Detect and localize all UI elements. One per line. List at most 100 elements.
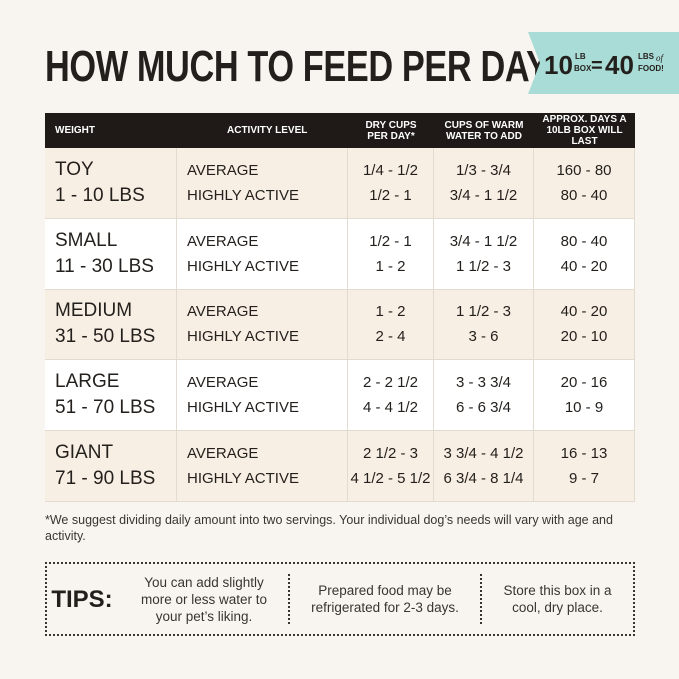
days-last: 10 - 9 xyxy=(564,399,604,417)
weight-range: 11 - 30 LBS xyxy=(55,255,154,277)
divider xyxy=(480,574,482,624)
days-last-cell: 16 - 13 9 - 7 xyxy=(534,431,635,502)
water-cups-cell: 1 1/2 - 3 3 - 6 xyxy=(434,289,534,361)
activity-level: HIGHLY ACTIVE xyxy=(187,399,299,417)
title: HOW MUCH TO FEED PER DAY xyxy=(45,42,549,91)
water-cups: 3 - 3 3/4 xyxy=(455,374,512,392)
food-unit: LBS xyxy=(638,52,655,61)
box-unit: LB xyxy=(575,52,586,61)
days-last-cell: 160 - 80 80 - 40 xyxy=(534,148,635,219)
tip-text: Prepared food may be refrigerated for 2-… xyxy=(311,583,459,615)
badge: 10 LB BOX = 40 LBS of FOOD! xyxy=(528,32,679,94)
divider xyxy=(288,574,290,624)
header-cell: WEIGHT xyxy=(45,113,177,148)
activity-level: HIGHLY ACTIVE xyxy=(187,186,299,204)
footnote: *We suggest dividing daily amount into t… xyxy=(45,513,613,543)
size-name: MEDIUM xyxy=(55,300,133,322)
days-last-cell: 40 - 20 20 - 10 xyxy=(534,289,635,361)
dry-cups-cell: 2 - 2 1/2 4 - 4 1/2 xyxy=(348,360,434,432)
days-last: 20 - 16 xyxy=(560,374,608,392)
dry-cups-cell: 1 - 2 2 - 4 xyxy=(348,289,434,361)
water-cups: 3 - 6 xyxy=(468,328,499,346)
food-unit: FOOD! xyxy=(638,64,664,73)
activity-level-cell: AVERAGE HIGHLY ACTIVE xyxy=(177,289,348,361)
weight-cell: MEDIUM 31 - 50 LBS xyxy=(45,289,177,361)
days-last: 80 - 40 xyxy=(560,232,608,250)
dry-cups-cell: 2 1/2 - 3 4 1/2 - 5 1/2 xyxy=(348,431,434,502)
dry-cups: 1 - 2 xyxy=(375,257,406,275)
activity-level: HIGHLY ACTIVE xyxy=(187,470,299,488)
dry-cups: 1 - 2 xyxy=(375,303,406,321)
activity-level-cell: AVERAGE HIGHLY ACTIVE xyxy=(177,360,348,432)
header-cell: CUPS OF WARM WATER TO ADD xyxy=(434,113,534,148)
badge-shape xyxy=(528,32,679,94)
tips-box: TIPS: You can add slightly more or less … xyxy=(45,562,635,636)
dry-cups: 2 - 4 xyxy=(375,328,406,346)
equals: = xyxy=(591,55,603,77)
weight-range: 71 - 90 LBS xyxy=(55,468,156,490)
dry-cups: 2 1/2 - 3 xyxy=(362,445,419,463)
header-cell: ACTIVITY LEVEL xyxy=(177,113,348,148)
tip-text: You can add slightly more or less water … xyxy=(140,574,268,624)
dry-cups-cell: 1/4 - 1/2 1/2 - 1 xyxy=(348,148,434,219)
activity-level: AVERAGE xyxy=(187,303,259,321)
activity-level: AVERAGE xyxy=(187,161,259,179)
days-last: 9 - 7 xyxy=(568,470,599,488)
days-last: 16 - 13 xyxy=(560,445,608,463)
weight-range: 51 - 70 LBS xyxy=(55,397,156,419)
dry-cups: 1/2 - 1 xyxy=(369,186,412,204)
weight-range: 1 - 10 LBS xyxy=(55,184,145,206)
activity-level: AVERAGE xyxy=(187,445,259,463)
days-last: 80 - 40 xyxy=(560,186,608,204)
weight-cell: LARGE 51 - 70 LBS xyxy=(45,360,177,432)
water-cups: 1 1/2 - 3 xyxy=(455,257,512,275)
days-last: 40 - 20 xyxy=(560,303,608,321)
days-last-cell: 20 - 16 10 - 9 xyxy=(534,360,635,432)
days-last-cell: 80 - 40 40 - 20 xyxy=(534,218,635,290)
days-last: 40 - 20 xyxy=(560,257,608,275)
size-name: TOY xyxy=(55,158,94,180)
dry-cups-cell: 1/2 - 1 1 - 2 xyxy=(348,218,434,290)
activity-level: AVERAGE xyxy=(187,374,259,392)
activity-level: HIGHLY ACTIVE xyxy=(187,328,299,346)
water-cups: 3/4 - 1 1/2 xyxy=(449,232,518,250)
food-unit: of xyxy=(656,53,665,63)
dry-cups: 1/2 - 1 xyxy=(369,232,412,250)
size-name: SMALL xyxy=(55,229,118,251)
weight-cell: GIANT 71 - 90 LBS xyxy=(45,431,177,502)
size-name: LARGE xyxy=(55,371,120,393)
dry-cups: 4 1/2 - 5 1/2 xyxy=(350,470,431,488)
food-amount: 40 xyxy=(605,50,634,80)
activity-level-cell: AVERAGE HIGHLY ACTIVE xyxy=(177,218,348,290)
box-unit: BOX xyxy=(574,64,592,73)
water-cups: 1 1/2 - 3 xyxy=(455,303,512,321)
activity-level-cell: AVERAGE HIGHLY ACTIVE xyxy=(177,148,348,219)
weight-range: 31 - 50 LBS xyxy=(55,326,156,348)
water-cups: 1/3 - 3/4 xyxy=(455,161,512,179)
water-cups: 3 3/4 - 4 1/2 xyxy=(443,445,524,463)
tips-label: TIPS: xyxy=(51,585,113,613)
water-cups-cell: 3/4 - 1 1/2 1 1/2 - 3 xyxy=(434,218,534,290)
dry-cups: 2 - 2 1/2 xyxy=(362,374,419,392)
weight-cell: TOY 1 - 10 LBS xyxy=(45,148,177,219)
water-cups-cell: 3 - 3 3/4 6 - 6 3/4 xyxy=(434,360,534,432)
water-cups-cell: 1/3 - 3/4 3/4 - 1 1/2 xyxy=(434,148,534,219)
days-last: 160 - 80 xyxy=(556,161,612,179)
water-cups: 3/4 - 1 1/2 xyxy=(449,186,518,204)
activity-level: HIGHLY ACTIVE xyxy=(187,257,299,275)
header-cell: DRY CUPS PER DAY* xyxy=(348,113,434,148)
water-cups: 6 - 6 3/4 xyxy=(455,399,512,417)
weight-cell: SMALL 11 - 30 LBS xyxy=(45,218,177,290)
days-last: 20 - 10 xyxy=(560,328,608,346)
header-cell: APPROX. DAYS A 10LB BOX WILL LAST xyxy=(534,113,635,148)
activity-level: AVERAGE xyxy=(187,232,259,250)
dry-cups: 1/4 - 1/2 xyxy=(362,161,419,179)
dry-cups: 4 - 4 1/2 xyxy=(362,399,419,417)
activity-level-cell: AVERAGE HIGHLY ACTIVE xyxy=(177,431,348,502)
box-amount: 10 xyxy=(544,50,573,80)
size-name: GIANT xyxy=(55,442,114,464)
water-cups-cell: 3 3/4 - 4 1/2 6 3/4 - 8 1/4 xyxy=(434,431,534,502)
tip-text: Store this box in a cool, dry place. xyxy=(503,583,612,615)
water-cups: 6 3/4 - 8 1/4 xyxy=(443,470,524,488)
